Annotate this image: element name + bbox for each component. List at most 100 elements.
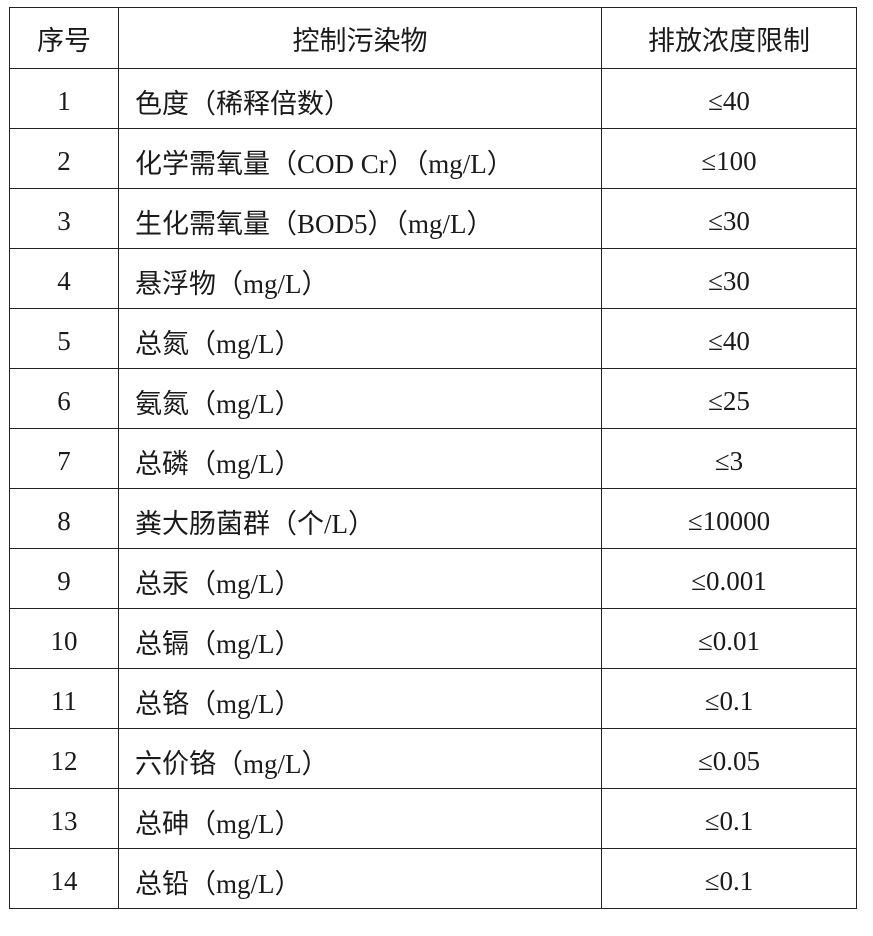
row-number-cell: 4 [9,248,119,309]
pollutant-name: 六价铬（mg/L） [135,749,329,779]
header-no: 序号 [9,7,119,69]
pollutant-name-cell: 总铅（mg/L） [118,848,602,909]
pollutant-name: 生化需氧量（BOD5）（mg/L） [135,209,494,239]
pollutant-name-cell: 粪大肠菌群（个/L） [118,488,602,549]
limit-value-cell: ≤100 [601,128,857,189]
pollutant-name: 粪大肠菌群（个/L） [135,509,375,539]
limit-value-cell: ≤0.01 [601,608,857,669]
pollutant-name-cell: 总铬（mg/L） [118,668,602,729]
row-number: 7 [57,446,71,476]
pollutant-name-cell: 总氮（mg/L） [118,308,602,369]
pollutant-limits-table: 序号 控制污染物 排放浓度限制 1 色度（稀释倍数） ≤40 2 化学需氧量（COD C… [9,7,857,909]
limit-value-cell: ≤25 [601,368,857,429]
header-row: 序号 控制污染物 排放浓度限制 [9,7,857,69]
limit-value-cell: ≤40 [601,308,857,369]
row-number: 5 [57,326,71,356]
limit-value-cell: ≤40 [601,68,857,129]
limit-value: ≤10000 [687,506,771,536]
limit-value: ≤0.1 [704,866,754,896]
table-row: 7 总磷（mg/L） ≤3 [9,428,857,489]
limit-value: ≤0.01 [697,626,761,656]
limit-value-cell: ≤0.001 [601,548,857,609]
pollutant-name: 总氮（mg/L） [135,329,302,359]
pollutant-name: 色度（稀释倍数） [135,89,351,119]
row-number-cell: 14 [9,848,119,909]
table-row: 11 总铬（mg/L） ≤0.1 [9,668,857,729]
row-number-cell: 13 [9,788,119,849]
table-row: 13 总砷（mg/L） ≤0.1 [9,788,857,849]
header-pollutant: 控制污染物 [118,7,602,69]
row-number: 11 [51,686,77,716]
limit-value-cell: ≤0.1 [601,668,857,729]
limit-value: ≤30 [708,266,750,296]
pollutant-name-cell: 悬浮物（mg/L） [118,248,602,309]
pollutant-name: 总铅（mg/L） [135,869,302,899]
limit-value: ≤0.1 [704,686,754,716]
pollutant-name: 总铬（mg/L） [135,689,302,719]
row-number-cell: 12 [9,728,119,789]
pollutant-name-cell: 化学需氧量（COD Cr）（mg/L） [118,128,602,189]
row-number-cell: 2 [9,128,119,189]
limit-value-cell: ≤30 [601,248,857,309]
table-row: 4 悬浮物（mg/L） ≤30 [9,248,857,309]
table-row: 3 生化需氧量（BOD5）（mg/L） ≤30 [9,188,857,249]
table-row: 9 总汞（mg/L） ≤0.001 [9,548,857,609]
pollutant-name: 悬浮物（mg/L） [135,269,329,299]
pollutant-name-cell: 色度（稀释倍数） [118,68,602,129]
row-number: 2 [57,146,71,176]
table-row: 14 总铅（mg/L） ≤0.1 [9,848,857,909]
row-number-cell: 9 [9,548,119,609]
row-number: 4 [57,266,71,296]
limit-value-cell: ≤3 [601,428,857,489]
limit-value: ≤100 [701,146,757,176]
limit-value-cell: ≤0.1 [601,848,857,909]
row-number-cell: 1 [9,68,119,129]
pollutant-name: 总镉（mg/L） [135,629,302,659]
table-row: 8 粪大肠菌群（个/L） ≤10000 [9,488,857,549]
pollutant-name: 总磷（mg/L） [135,449,302,479]
row-number: 1 [57,86,71,116]
limit-value: ≤0.05 [697,746,761,776]
table-row: 5 总氮（mg/L） ≤40 [9,308,857,369]
pollutant-name-cell: 六价铬（mg/L） [118,728,602,789]
row-number: 12 [50,746,78,776]
row-number-cell: 8 [9,488,119,549]
table-row: 1 色度（稀释倍数） ≤40 [9,68,857,129]
row-number: 8 [57,506,71,536]
pollutant-name-cell: 生化需氧量（BOD5）（mg/L） [118,188,602,249]
row-number: 10 [50,626,78,656]
row-number: 3 [57,206,71,236]
limit-value: ≤40 [708,326,750,356]
limit-value: ≤0.001 [691,566,767,596]
row-number: 6 [57,386,71,416]
pollutant-name-cell: 总汞（mg/L） [118,548,602,609]
pollutant-name-cell: 氨氮（mg/L） [118,368,602,429]
pollutant-name-cell: 总镉（mg/L） [118,608,602,669]
pollutant-name: 氨氮（mg/L） [135,389,302,419]
row-number-cell: 6 [9,368,119,429]
row-number-cell: 5 [9,308,119,369]
table-row: 6 氨氮（mg/L） ≤25 [9,368,857,429]
pollutant-name-cell: 总磷（mg/L） [118,428,602,489]
pollutant-name: 总砷（mg/L） [135,809,302,839]
pollutant-name-cell: 总砷（mg/L） [118,788,602,849]
table-row: 10 总镉（mg/L） ≤0.01 [9,608,857,669]
row-number-cell: 11 [9,668,119,729]
row-number: 14 [50,866,78,896]
row-number-cell: 7 [9,428,119,489]
row-number-cell: 3 [9,188,119,249]
table-row: 12 六价铬（mg/L） ≤0.05 [9,728,857,789]
row-number-cell: 10 [9,608,119,669]
limit-value: ≤40 [708,86,750,116]
table-row: 2 化学需氧量（COD Cr）（mg/L） ≤100 [9,128,857,189]
row-number: 9 [57,566,71,596]
limit-value-cell: ≤0.05 [601,728,857,789]
limit-value-cell: ≤10000 [601,488,857,549]
pollutant-name: 总汞（mg/L） [135,569,302,599]
limit-value-cell: ≤0.1 [601,788,857,849]
limit-value: ≤30 [708,206,750,236]
limit-value: ≤25 [708,386,750,416]
limit-value: ≤0.1 [704,806,754,836]
row-number: 13 [50,806,78,836]
limit-value-cell: ≤30 [601,188,857,249]
